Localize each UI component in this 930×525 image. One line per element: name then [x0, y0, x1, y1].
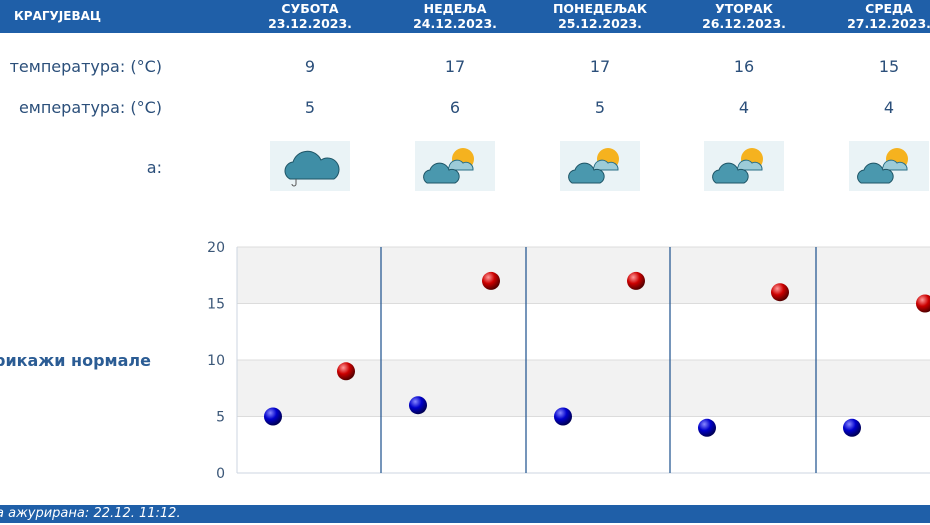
min-temp-point [409, 396, 427, 415]
day-header: СУБОТА 23.12.2023. [240, 1, 380, 31]
min-temp-value: 5 [594, 98, 606, 117]
partly-cloudy-icon [560, 141, 640, 191]
partly-cloudy-icon [704, 141, 784, 191]
min-temp-value: 4 [883, 98, 895, 117]
updated-label: а ажурирана: [0, 506, 90, 521]
y-tick-label: 15 [207, 297, 225, 313]
grid-band [237, 247, 930, 304]
min-temp-point [554, 407, 572, 426]
max-temp-value: 17 [589, 57, 611, 76]
day-name: УТОРАК [715, 1, 773, 16]
max-temp-point [627, 271, 645, 290]
day-name: НЕДЕЉА [423, 1, 487, 16]
day-date: 27.12.2023. [847, 16, 930, 31]
y-tick-label: 10 [207, 353, 225, 369]
max-temp-point [337, 362, 355, 381]
y-tick-label: 5 [216, 410, 225, 426]
day-header: ПОНЕДЕЉАК 25.12.2023. [530, 1, 670, 31]
max-temp-point [916, 294, 930, 313]
max-temp-label: температура: (°C) [9, 57, 162, 76]
header-bar: КРАГУЈЕВАЦ СУБОТА 23.12.2023. НЕДЕЉА 24.12.… [0, 0, 930, 33]
day-date: 25.12.2023. [558, 16, 642, 31]
day-date: 23.12.2023. [268, 16, 352, 31]
day-header: УТОРАК 26.12.2023. [674, 1, 814, 31]
partly-cloudy-icon [849, 141, 929, 191]
day-date: 24.12.2023. [413, 16, 497, 31]
cloud-rain-icon [270, 141, 350, 191]
city-name: КРАГУЈЕВАЦ [14, 9, 102, 23]
min-temp-value: 5 [304, 98, 316, 117]
min-temp-point [843, 418, 861, 437]
max-temp-value: 9 [304, 57, 316, 76]
min-temp-value: 6 [449, 98, 461, 117]
partly-cloudy-icon [415, 141, 495, 191]
day-header: СРЕДА 27.12.2023. [819, 1, 930, 31]
max-temp-value: 16 [733, 57, 755, 76]
day-header: НЕДЕЉА 24.12.2023. [385, 1, 525, 31]
show-normals-link[interactable]: рикажи нормале [0, 351, 151, 370]
max-temp-point [771, 283, 789, 302]
min-temp-value: 4 [738, 98, 750, 117]
temperature-chart: 0 5 10 15 20 [207, 240, 930, 482]
day-name: СУБОТА [281, 1, 339, 16]
weather-label: а: [146, 158, 162, 177]
max-temp-point [482, 271, 500, 290]
updated-value: 22.12. 11:12. [93, 506, 181, 521]
min-temp-label: емпература: (°C) [18, 98, 162, 117]
footer-bar: а ажурирана: 22.12. 11:12. [0, 505, 930, 523]
y-tick-label: 20 [207, 240, 225, 256]
day-date: 26.12.2023. [702, 16, 786, 31]
max-temp-value: 17 [444, 57, 466, 76]
min-temp-point [698, 418, 716, 437]
day-name: ПОНЕДЕЉАК [552, 1, 648, 16]
min-temp-point [264, 407, 282, 426]
max-temp-value: 15 [878, 57, 900, 76]
y-tick-label: 0 [216, 466, 225, 482]
day-name: СРЕДА [865, 1, 913, 16]
